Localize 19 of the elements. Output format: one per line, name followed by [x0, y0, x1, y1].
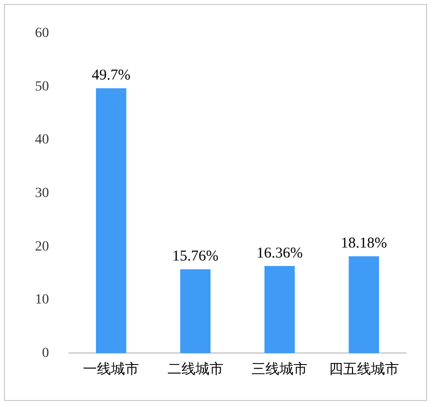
- bar: [96, 88, 126, 354]
- x-tick-label: 四五线城市: [328, 361, 399, 378]
- x-tick-label: 三线城市: [252, 361, 308, 378]
- y-tick-label: 40: [35, 132, 49, 148]
- y-tick-label: 20: [35, 239, 49, 254]
- bar: [264, 266, 295, 354]
- y-tick-label: 10: [35, 292, 49, 308]
- data-label: 18.18%: [340, 236, 387, 252]
- y-tick-label: 60: [35, 26, 49, 42]
- data-label: 16.36%: [256, 245, 303, 262]
- y-tick-label: 0: [42, 346, 49, 361]
- bar: [348, 256, 380, 354]
- y-tick-label: 50: [35, 79, 49, 94]
- data-label: 15.76%: [172, 248, 218, 265]
- x-tick-label: 一线城市: [83, 361, 140, 378]
- data-label: 49.7%: [92, 68, 130, 84]
- x-tick-label: 二线城市: [167, 361, 224, 378]
- bar: [180, 269, 211, 354]
- y-tick-label: 30: [35, 186, 49, 201]
